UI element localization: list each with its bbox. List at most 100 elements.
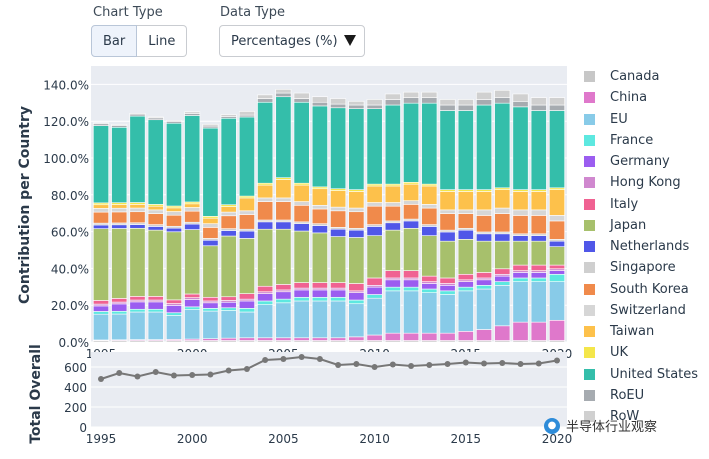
bar-segment: [494, 240, 511, 270]
bar-segment: [457, 191, 474, 211]
bar-segment: [165, 312, 182, 316]
line-button[interactable]: Line: [137, 25, 188, 57]
bar-segment: [238, 311, 255, 339]
bar-segment: [184, 229, 201, 295]
bar-segment: [348, 207, 365, 213]
bar-segment: [457, 286, 474, 292]
bar-segment: [311, 105, 328, 188]
total-point: [462, 359, 469, 366]
bar-segment: [348, 303, 365, 338]
bar-segment: [238, 300, 255, 309]
bar-segment: [293, 296, 310, 302]
bar-segment: [439, 99, 456, 106]
watermark-text: 半导体行业观察: [566, 420, 658, 435]
bar-segment: [476, 209, 493, 216]
bar-segment: [384, 205, 401, 222]
total-y-axis-label: Total Overall: [28, 344, 44, 444]
legend-label: South Korea: [610, 281, 689, 297]
bar-segment: [238, 210, 255, 215]
legend-label: Singapore: [610, 260, 676, 276]
bar-segment: [184, 293, 201, 298]
bar-segment: [549, 104, 565, 111]
legend-item[interactable]: RoEU: [584, 385, 709, 406]
bar-segment: [403, 102, 420, 183]
dropdown-caret-icon: [344, 35, 356, 46]
total-point: [353, 361, 360, 367]
legend-item[interactable]: France: [584, 130, 709, 151]
bar-segment: [330, 300, 347, 339]
legend-item[interactable]: Hong Kong: [584, 172, 709, 193]
legend-item[interactable]: Switzerland: [584, 300, 709, 321]
legend-item[interactable]: Italy: [584, 194, 709, 215]
bar-segment: [293, 223, 310, 232]
bar-segment: [257, 201, 274, 221]
legend-label: China: [610, 90, 648, 106]
data-type-select[interactable]: Percentages (%): [219, 25, 365, 57]
legend-item[interactable]: Taiwan: [584, 321, 709, 342]
total-point: [152, 369, 159, 375]
legend-label: Switzerland: [610, 302, 686, 318]
bar-segment: [257, 304, 274, 339]
bar-segment: [257, 94, 274, 99]
legend-item[interactable]: UK: [584, 342, 709, 363]
legend-item[interactable]: Japan: [584, 215, 709, 236]
bar-segment: [311, 232, 328, 283]
bar-segment: [530, 277, 547, 282]
bar-segment: [348, 336, 365, 341]
bar-segment: [275, 89, 292, 94]
bar-segment: [549, 246, 565, 266]
bar-segment: [512, 215, 529, 235]
bar-segment: [93, 211, 109, 224]
legend-item[interactable]: RoW: [584, 406, 709, 427]
bar-button[interactable]: Bar: [91, 25, 138, 57]
bar-segment: [275, 228, 292, 285]
bar-segment: [366, 99, 383, 106]
bar-segment: [530, 264, 547, 271]
bar-segment: [366, 104, 383, 109]
bar-segment: [384, 229, 401, 271]
legend-label: Canada: [610, 69, 660, 85]
bar-segment: [293, 282, 310, 289]
total-point: [481, 360, 488, 367]
legend-swatch: [584, 219, 595, 231]
bar-segment: [366, 226, 383, 236]
bar-segment: [439, 110, 456, 190]
bar-segment: [220, 235, 237, 298]
legend-label: Italy: [610, 196, 639, 212]
bar-segment: [165, 122, 182, 207]
legend-label: United States: [610, 366, 699, 382]
bar-segment: [330, 98, 347, 105]
y-tick-label: 40.0%: [51, 262, 89, 276]
bar-segment: [366, 277, 383, 286]
legend-item[interactable]: EU: [584, 109, 709, 130]
legend-item[interactable]: Netherlands: [584, 236, 709, 257]
bar-segment: [129, 296, 146, 301]
bar-segment: [93, 208, 109, 213]
bar-segment: [111, 224, 128, 229]
total-point: [189, 372, 196, 378]
bar-segment: [384, 93, 401, 100]
bar-segment: [457, 273, 474, 281]
legend-item[interactable]: China: [584, 87, 709, 108]
bar-segment: [238, 337, 255, 341]
legend-item[interactable]: Singapore: [584, 257, 709, 278]
bar-segment: [494, 275, 511, 282]
legend-item[interactable]: South Korea: [584, 279, 709, 300]
legend-item[interactable]: Canada: [584, 66, 709, 87]
legend-swatch: [584, 389, 595, 401]
bar-segment: [348, 211, 365, 229]
bar-segment: [421, 275, 438, 282]
bar-segment: [238, 214, 255, 230]
total-x-tick-labels: 1995 2000 2005 2010 2015 2020: [86, 432, 573, 446]
bar-segment: [494, 233, 511, 242]
bar-segment: [111, 310, 128, 315]
bar-segment: [93, 228, 109, 301]
bar-segment: [111, 211, 128, 224]
legend-item[interactable]: United States: [584, 364, 709, 385]
bar-segment: [384, 270, 401, 279]
bar-segment: [293, 98, 310, 103]
bar-segment: [366, 334, 383, 341]
legend-item[interactable]: Germany: [584, 151, 709, 172]
total-x-tick-label: 1995: [86, 432, 117, 446]
bar-segment: [549, 220, 565, 240]
